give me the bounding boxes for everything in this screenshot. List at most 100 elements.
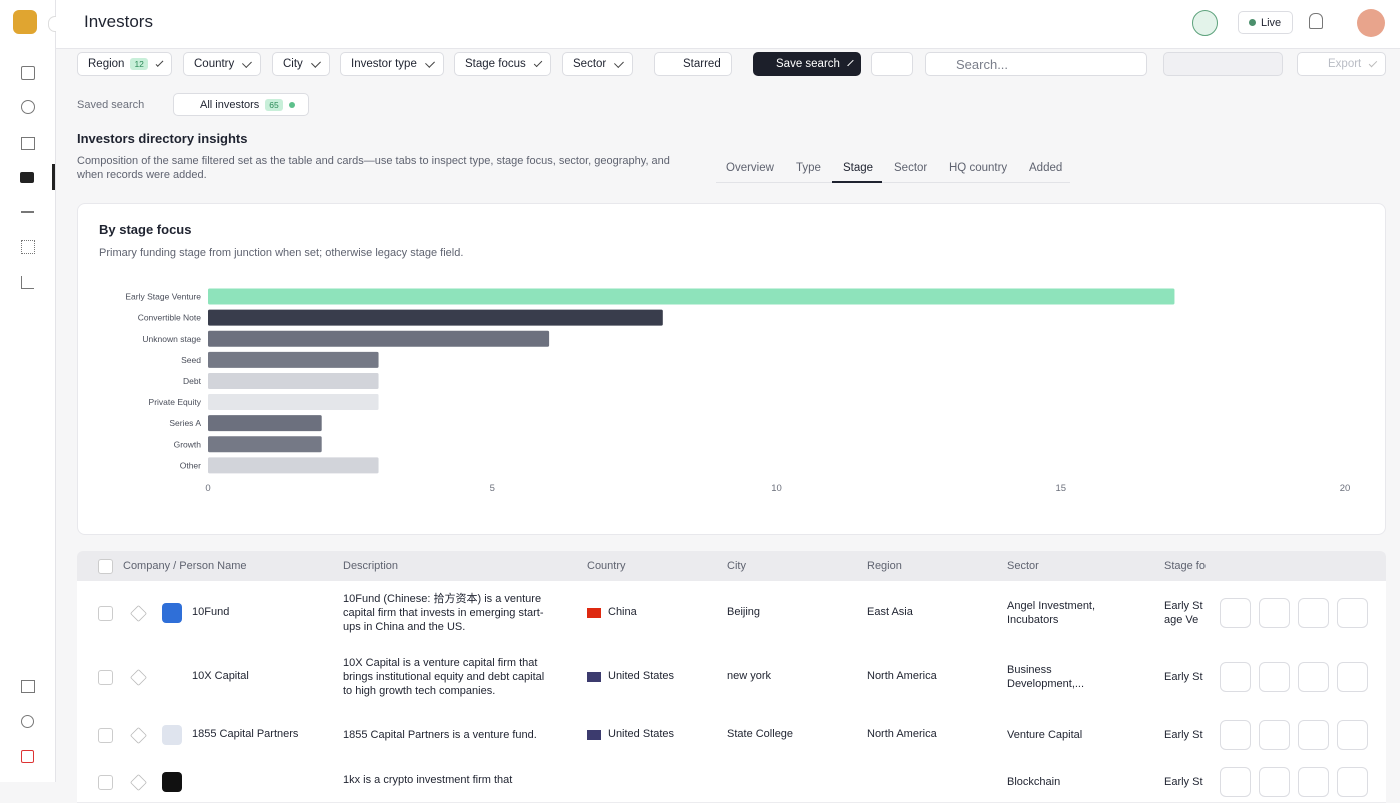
tab[interactable]: Stage [843,162,874,174]
x-button[interactable] [1298,598,1329,628]
table-row [77,581,1386,646]
name-cell: 1855 Capital Partners [192,728,299,740]
row-checkbox[interactable] [98,775,113,790]
search-input[interactable]: Search... [925,52,1147,76]
nav-icon-active[interactable] [20,172,34,183]
starred-button[interactable]: Starred [654,52,732,76]
tab[interactable]: Sector [894,162,928,174]
filter-count: 12 [130,58,148,70]
saved-search-count: 65 [265,98,283,111]
table-row [77,645,1386,709]
saved-search-current: All investors [200,98,260,111]
row-checkbox[interactable] [98,728,113,743]
nav-icon[interactable] [21,211,34,213]
tab[interactable]: Overview [726,162,774,174]
column-header: Country [587,560,626,572]
website-button[interactable] [1220,720,1251,750]
saved-search-select[interactable]: All investors 65 [173,93,309,116]
chart-subtitle: Primary funding stage from junction when… [99,247,463,259]
clear-button[interactable] [871,52,913,76]
tab[interactable]: Added [1029,162,1063,174]
x-button[interactable] [1298,661,1329,692]
view-toggle[interactable] [1163,52,1283,76]
email-button[interactable] [1337,720,1368,750]
description-cell: 1kx is a crypto investment firm that [343,774,513,786]
category-label: Private Equity [149,397,202,407]
website-button[interactable] [1220,661,1251,692]
filter-label: Region [88,58,125,70]
nav-icon[interactable] [21,137,35,150]
filter-label: Stage focus [465,58,526,70]
table-header [77,551,1386,581]
table-row [77,708,1386,763]
bar [208,330,550,347]
website-button[interactable] [1220,767,1251,797]
column-header: Sector [1007,560,1039,572]
investor-type-filter[interactable]: Investor type [340,52,444,76]
status-icon[interactable] [1192,10,1218,36]
x-tick-label: 15 [1055,483,1066,494]
x-button[interactable] [1298,720,1329,750]
city-cell: new york [727,669,772,682]
nav-icon[interactable] [21,680,35,693]
row-checkbox[interactable] [98,606,113,621]
x-button[interactable] [1298,767,1329,797]
sidebar [0,0,64,782]
avatar[interactable] [1357,9,1385,37]
column-header: Region [867,560,902,572]
website-button[interactable] [1220,598,1251,628]
stage-cell: Early Stage Venture [1164,670,1203,683]
stage-focus-filter[interactable]: Stage focus [454,52,551,76]
live-button[interactable]: Live [1238,11,1293,34]
company-logo [162,666,182,687]
category-label: Unknown stage [142,334,201,344]
category-label: Other [180,460,201,470]
button-label: Save search [776,58,840,70]
column-header: City [727,560,746,572]
tab[interactable]: HQ country [949,162,1008,174]
linkedin-button[interactable] [1259,661,1290,692]
x-tick-label: 20 [1340,483,1351,494]
nav-icon[interactable] [21,100,35,114]
stage-cell: Early Stage Venture [1164,729,1203,741]
x-tick-label: 10 [771,483,782,494]
email-button[interactable] [1337,598,1368,628]
city-filter[interactable]: City [272,52,330,76]
filter-label: Investor type [351,58,417,70]
save-search-button[interactable]: Save search [753,52,861,76]
insights-description: Composition of the same filtered set as … [77,155,670,181]
linkedin-button[interactable] [1259,720,1290,750]
region-cell: North America [867,728,937,740]
email-button[interactable] [1337,661,1368,692]
company-logo [162,603,182,623]
category-label: Convertible Note [138,313,202,323]
linkedin-button[interactable] [1259,767,1290,797]
x-tick-label: 0 [205,483,210,494]
saved-search-label: Saved search [77,99,145,111]
x-tick-label: 5 [490,483,495,494]
linkedin-button[interactable] [1259,598,1290,628]
category-label: Early Stage Venture [125,292,201,302]
email-button[interactable] [1337,767,1368,797]
row-checkbox[interactable] [98,669,113,685]
settings-icon[interactable] [21,715,34,728]
nav-icon[interactable] [21,276,34,289]
export-button[interactable]: Export [1297,52,1386,76]
sector-filter[interactable]: Sector [562,52,633,76]
tab[interactable]: Type [796,162,821,174]
stage-cell: Early Stage Venture [1164,776,1203,788]
notifications-icon[interactable] [1309,13,1323,29]
bar [208,436,322,453]
nav-icon[interactable] [21,66,35,80]
active-tab-underline [832,181,882,183]
logout-icon[interactable] [21,750,34,763]
category-label: Debt [183,376,202,386]
logo[interactable] [13,10,37,34]
bar [208,372,379,389]
country-cell: China [608,606,637,618]
country-filter[interactable]: Country [183,52,261,76]
region-filter[interactable]: Region 12 [77,52,172,76]
nav-icon[interactable] [21,240,35,254]
